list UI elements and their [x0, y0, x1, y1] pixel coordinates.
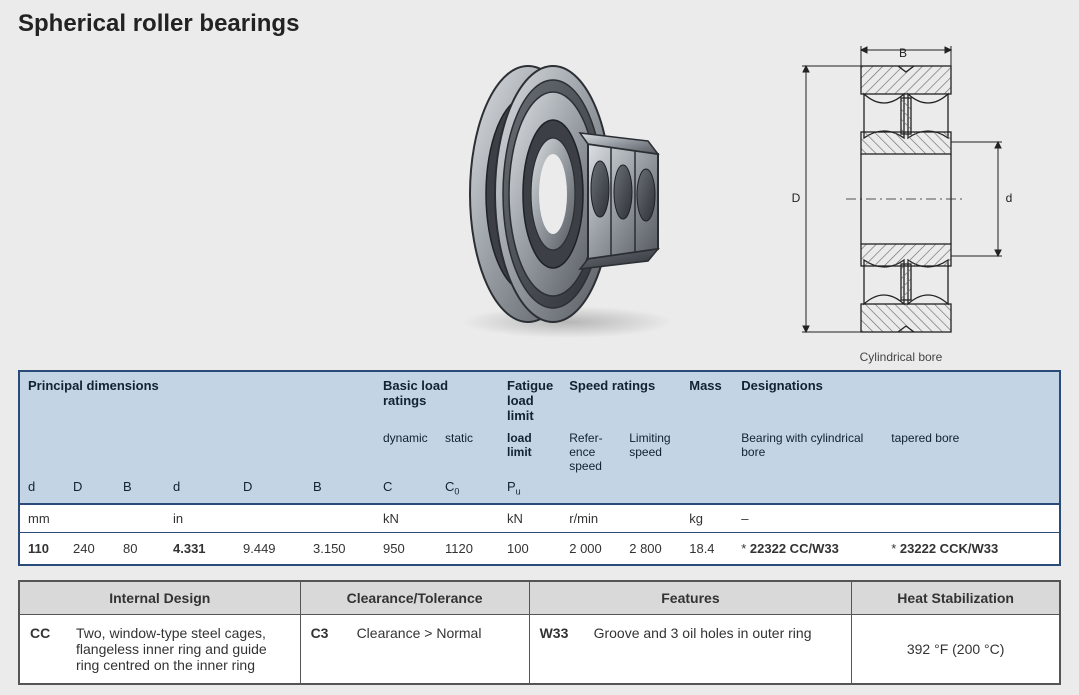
clearance-code: C3	[311, 625, 347, 641]
svg-text:d: d	[1006, 191, 1013, 205]
meta-data-row: CC Two, window-type steel cages, flangel…	[19, 614, 1060, 684]
group-header-row: Principal dimensions Basic load ratings …	[19, 371, 1060, 427]
symbol-header-row: d D B d D B C C0 Pu	[19, 475, 1060, 504]
cross-section-diagram: B D d	[741, 44, 1061, 364]
heat-value: 392 °F (200 °C)	[852, 614, 1060, 684]
meta-header-row: Internal Design Clearance/Tolerance Feat…	[19, 581, 1060, 615]
spec-table: Principal dimensions Basic load ratings …	[18, 370, 1061, 566]
diagram-caption: Cylindrical bore	[860, 350, 943, 364]
hero-row: B D d	[18, 44, 1061, 364]
features-desc: Groove and 3 oil holes in outer ring	[594, 625, 842, 641]
meta-table: Internal Design Clearance/Tolerance Feat…	[18, 580, 1061, 685]
svg-text:B: B	[899, 46, 907, 60]
svg-text:D: D	[792, 191, 801, 205]
sub-header-row: dynamic static load limit Refer-ence spe…	[19, 427, 1060, 475]
page-title: Spherical roller bearings	[18, 10, 1061, 38]
data-row: 110 240 80 4.331 9.449 3.150 950 1120 10…	[19, 532, 1060, 565]
bearing-3d-render	[408, 44, 708, 344]
clearance-desc: Clearance > Normal	[357, 625, 519, 641]
internal-code: CC	[30, 625, 66, 673]
unit-row: mm in kN kN r/min kg –	[19, 504, 1060, 533]
internal-desc: Two, window-type steel cages, flangeless…	[76, 625, 290, 673]
features-code: W33	[540, 625, 584, 641]
